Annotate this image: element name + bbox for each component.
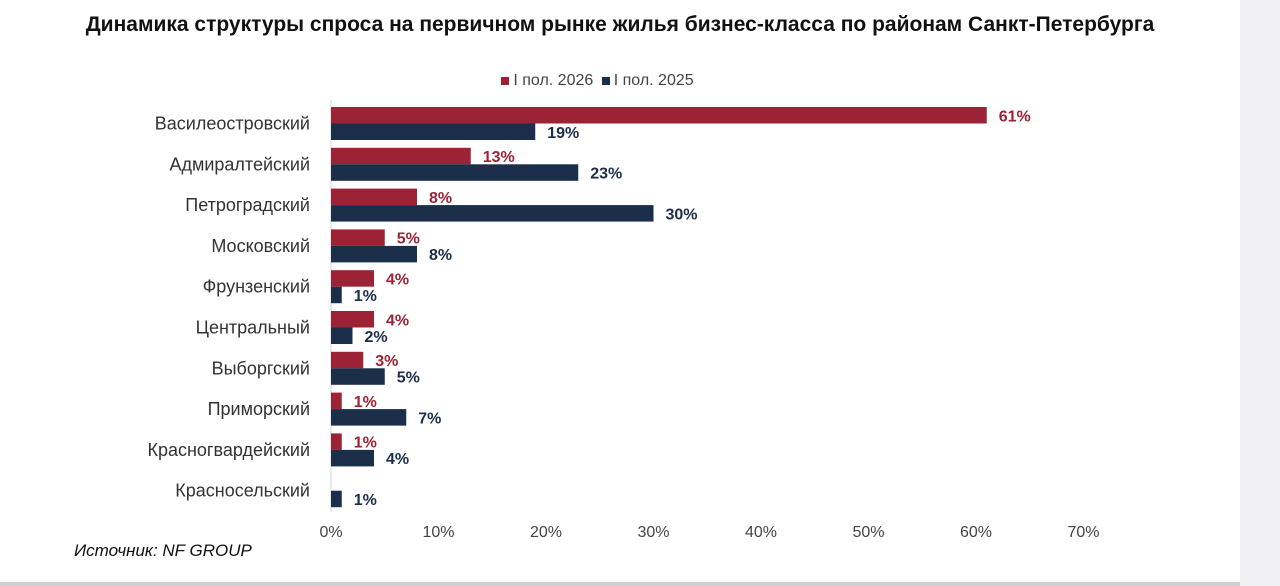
x-tick-label: 10%: [422, 524, 454, 541]
bar-2026: [331, 311, 374, 328]
bar-2026: [331, 351, 364, 369]
bar-2026: [331, 147, 471, 165]
data-label-2025: 1%: [354, 288, 377, 305]
data-label-2026: 1%: [354, 435, 377, 452]
x-tick-label: 20%: [530, 524, 562, 541]
bottom-border: [0, 582, 1240, 586]
category-label: Красногвардейский: [147, 440, 310, 460]
bar-2026: [331, 392, 342, 410]
legend-item-2025: I пол. 2025: [601, 72, 694, 90]
data-label-2025: 2%: [365, 329, 388, 346]
x-tick-label: 60%: [960, 524, 992, 541]
category-label: Московский: [211, 236, 310, 256]
chart-area: Динамика структуры спроса на первичном р…: [0, 13, 1195, 560]
data-label-2025: 23%: [590, 166, 622, 183]
bar-2026: [331, 107, 987, 124]
bar-2025: [331, 327, 353, 344]
x-tick-label: 30%: [637, 524, 669, 541]
data-label-2025: 8%: [429, 247, 452, 264]
legend-swatch-2026: [501, 77, 510, 85]
data-label-2026: 13%: [483, 149, 515, 166]
data-label-2025: 19%: [547, 125, 579, 142]
bar-2026: [331, 433, 342, 450]
bar-2025: [331, 164, 579, 181]
category-label: Фрунзенский: [203, 277, 310, 297]
category-label: Василеостровский: [155, 114, 310, 134]
bar-2025: [331, 409, 407, 426]
data-label-2025: 1%: [354, 492, 377, 509]
category-label: Петроградский: [185, 195, 310, 215]
bar-2026: [331, 188, 417, 206]
bar-2026: [331, 229, 385, 246]
bar-2026: [331, 270, 374, 287]
bar-2025: [331, 123, 536, 140]
data-label-2025: 4%: [386, 451, 409, 468]
x-tick-label: 70%: [1067, 524, 1099, 541]
bar-chart-svg: Василеостровский Адмиралтейский Петроградс…: [147, 100, 1100, 541]
bar-2025: [331, 490, 342, 508]
data-label-2025: 5%: [397, 370, 420, 387]
source-note: Источник: NF GROUP: [74, 541, 252, 560]
right-margin-strip: [1240, 0, 1280, 586]
category-label: Красносельский: [175, 481, 310, 501]
chart-title: Динамика структуры спроса на первичном р…: [85, 13, 1155, 36]
legend-item-2026: I пол. 2026: [501, 72, 593, 90]
category-label: Приморский: [208, 399, 310, 419]
bar-2025: [331, 205, 654, 222]
data-label-2026: 1%: [354, 394, 377, 411]
category-label: Адмиралтейский: [169, 154, 310, 174]
legend-label-2025: I пол. 2025: [613, 72, 694, 89]
legend: I пол. 2026 I пол. 2025: [0, 72, 1195, 90]
bar-2025: [331, 368, 385, 385]
data-label-2025: 30%: [666, 206, 698, 223]
data-label-2026: 5%: [397, 231, 420, 248]
data-label-2026: 3%: [375, 353, 398, 370]
x-tick-label: 0%: [319, 524, 342, 541]
data-label-2025: 7%: [418, 410, 441, 427]
category-label: Центральный: [196, 318, 310, 338]
legend-swatch-2025: [601, 77, 610, 85]
bar-2025: [331, 286, 342, 304]
x-tick-label: 50%: [852, 524, 884, 541]
bar-2025: [331, 245, 417, 263]
bar-2025: [331, 449, 374, 467]
data-label-2026: 8%: [429, 190, 452, 207]
data-label-2026: 61%: [999, 108, 1031, 125]
category-label: Выборгский: [212, 358, 310, 378]
legend-label-2026: I пол. 2026: [513, 72, 594, 89]
x-tick-label: 40%: [745, 524, 777, 541]
data-label-2026: 4%: [386, 312, 409, 329]
data-label-2026: 4%: [386, 271, 409, 288]
